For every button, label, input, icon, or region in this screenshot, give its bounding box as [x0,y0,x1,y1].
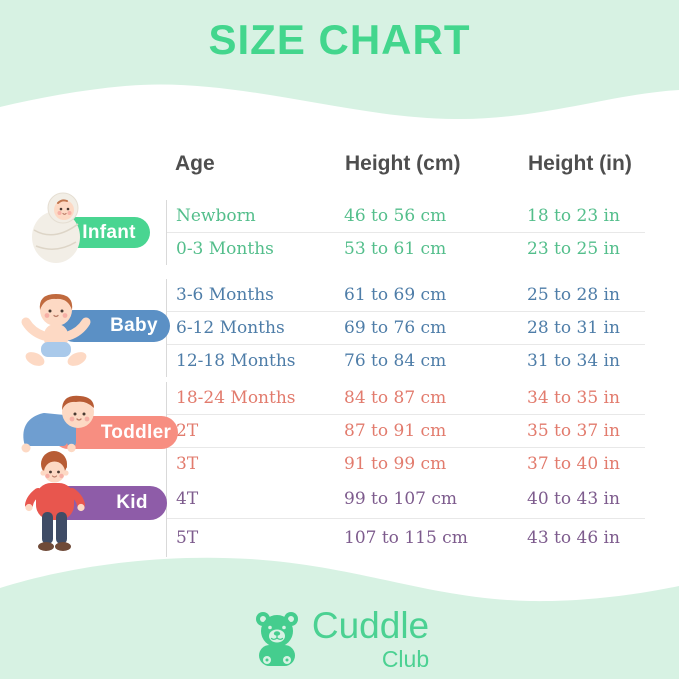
top-wave-shape [0,0,679,120]
height-cm-cell: 76 to 84 cm [344,351,447,371]
age-cell: 3-6 Months [176,285,274,305]
height-in-cell: 28 to 31 in [527,318,620,338]
table-row: 12-18 Months 76 to 84 cm 31 to 34 in [167,344,645,377]
group-rows-kid: 4T 99 to 107 cm 40 to 43 in 5T 107 to 11… [166,480,645,557]
page-title: SIZE CHART [208,16,471,63]
height-in-cell: 23 to 25 in [527,239,620,259]
baby-pill-label: Baby [110,315,158,336]
height-cm-cell: 91 to 99 cm [344,454,447,474]
age-cell: 6-12 Months [176,318,285,338]
brand-name: Cuddle [311,605,430,647]
height-cm-cell: 99 to 107 cm [344,489,457,509]
column-header-height-cm: Height (cm) [345,152,461,175]
baby-pill: Baby [58,310,170,342]
brand-logo: Cuddle Club [0,605,679,672]
kid-illustration [25,451,85,551]
height-cm-cell: 87 to 91 cm [344,421,447,441]
column-header-height-in: Height (in) [528,152,632,175]
table-row: 4T 99 to 107 cm 40 to 43 in [167,480,645,518]
age-cell: 12-18 Months [176,351,296,371]
height-in-cell: 25 to 28 in [527,285,620,305]
height-in-cell: 35 to 37 in [527,421,620,441]
height-in-cell: 18 to 23 in [527,206,620,226]
baby-illustration [21,294,91,366]
kid-pill-label: Kid [116,492,148,513]
height-cm-cell: 84 to 87 cm [344,388,447,408]
teddy-bear-icon [255,612,298,666]
height-in-cell: 43 to 46 in [527,528,620,548]
brand-subname: Club [381,645,430,672]
table-row: 3-6 Months 61 to 69 cm 25 to 28 in [167,279,645,311]
height-cm-cell: 69 to 76 cm [344,318,447,338]
height-cm-cell: 53 to 61 cm [344,239,447,259]
group-rows-toddler: 18-24 Months 84 to 87 cm 34 to 35 in 2T … [166,382,645,480]
age-cell: 2T [176,421,199,441]
age-cell: 0-3 Months [176,239,274,259]
toddler-pill-label: Toddler [100,421,172,443]
table-row: 0-3 Months 53 to 61 cm 23 to 25 in [167,232,645,265]
group-rows-baby: 3-6 Months 61 to 69 cm 25 to 28 in 6-12 … [166,279,645,377]
infant-illustration [32,192,80,263]
height-cm-cell: 61 to 69 cm [344,285,447,305]
table-row: 6-12 Months 69 to 76 cm 28 to 31 in [167,311,645,344]
height-in-cell: 31 to 34 in [527,351,620,371]
table-row: 2T 87 to 91 cm 35 to 37 in [167,414,645,447]
age-cell: 5T [176,528,199,548]
height-in-cell: 40 to 43 in [527,489,620,509]
age-cell: 3T [176,454,199,474]
group-rows-infant: Newborn 46 to 56 cm 18 to 23 in 0-3 Mont… [166,200,645,265]
table-row: 5T 107 to 115 cm 43 to 46 in [167,518,645,557]
table-row: 18-24 Months 84 to 87 cm 34 to 35 in [167,382,645,414]
infant-pill-label: Infant [82,221,136,243]
column-header-age: Age [175,152,215,175]
height-in-cell: 34 to 35 in [527,388,620,408]
table-row: Newborn 46 to 56 cm 18 to 23 in [167,200,645,232]
age-cell: 18-24 Months [176,388,296,408]
height-in-cell: 37 to 40 in [527,454,620,474]
bottom-wave-shape [0,557,679,679]
table-header: Age Height (cm) Height (in) [166,152,648,176]
table-row: 3T 91 to 99 cm 37 to 40 in [167,447,645,480]
brand-wordmark: Cuddle Club [311,605,430,672]
toddler-illustration [21,395,94,453]
height-cm-cell: 107 to 115 cm [344,528,468,548]
age-cell: Newborn [176,206,256,226]
age-cell: 4T [176,489,199,509]
height-cm-cell: 46 to 56 cm [344,206,447,226]
